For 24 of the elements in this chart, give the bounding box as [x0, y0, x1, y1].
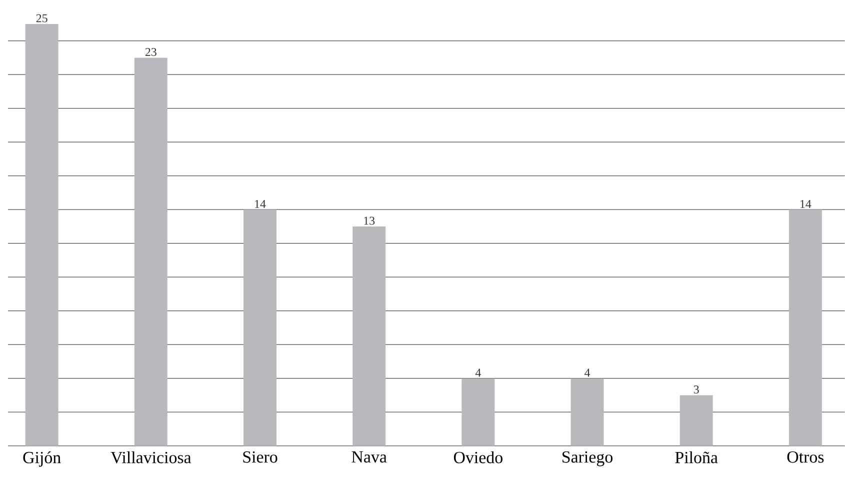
bar — [134, 58, 168, 446]
bar — [352, 226, 386, 446]
data-label: 25 — [36, 14, 48, 22]
x-tick-label: Nava — [352, 451, 387, 463]
data-label: 13 — [364, 216, 375, 225]
bar — [462, 378, 495, 446]
x-tick-label: Gijón — [23, 451, 61, 467]
x-tick-label: Siero — [243, 451, 278, 463]
data-label: 14 — [800, 200, 812, 208]
x-tick-label: Sariego — [562, 451, 612, 466]
x-tick-label: Oviedo — [454, 451, 502, 464]
x-tick-label: Otros — [787, 451, 824, 463]
bar — [25, 24, 58, 446]
data-label: 3 — [694, 386, 699, 394]
bar — [244, 210, 276, 446]
x-tick-label: Villaviciosa — [110, 451, 192, 464]
data-label: 4 — [584, 368, 590, 377]
data-label: 14 — [255, 200, 266, 208]
x-tick-label: Piloña — [675, 451, 718, 464]
data-label: 4 — [475, 368, 481, 377]
bar — [788, 210, 822, 446]
bar — [680, 395, 713, 446]
bar — [570, 378, 604, 446]
data-label: 23 — [145, 48, 156, 56]
